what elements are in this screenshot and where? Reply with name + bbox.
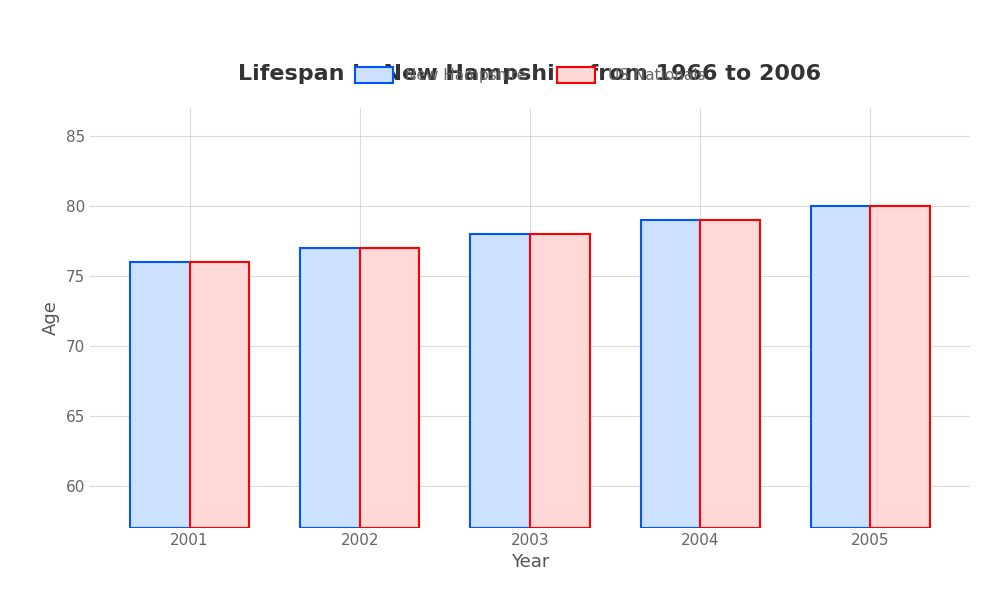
Title: Lifespan in New Hampshire from 1966 to 2006: Lifespan in New Hampshire from 1966 to 2… <box>238 64 822 84</box>
Bar <box>870 206 930 528</box>
Bar <box>700 220 760 528</box>
Bar <box>360 248 419 528</box>
Bar <box>130 262 190 528</box>
Bar <box>300 248 360 528</box>
Y-axis label: Age: Age <box>42 301 60 335</box>
X-axis label: Year: Year <box>511 553 549 571</box>
Bar <box>190 262 249 528</box>
Legend: New Hampshire, US Nationals: New Hampshire, US Nationals <box>349 61 711 89</box>
Bar <box>470 234 530 528</box>
Bar <box>811 206 870 528</box>
Bar <box>641 220 700 528</box>
Bar <box>530 234 590 528</box>
